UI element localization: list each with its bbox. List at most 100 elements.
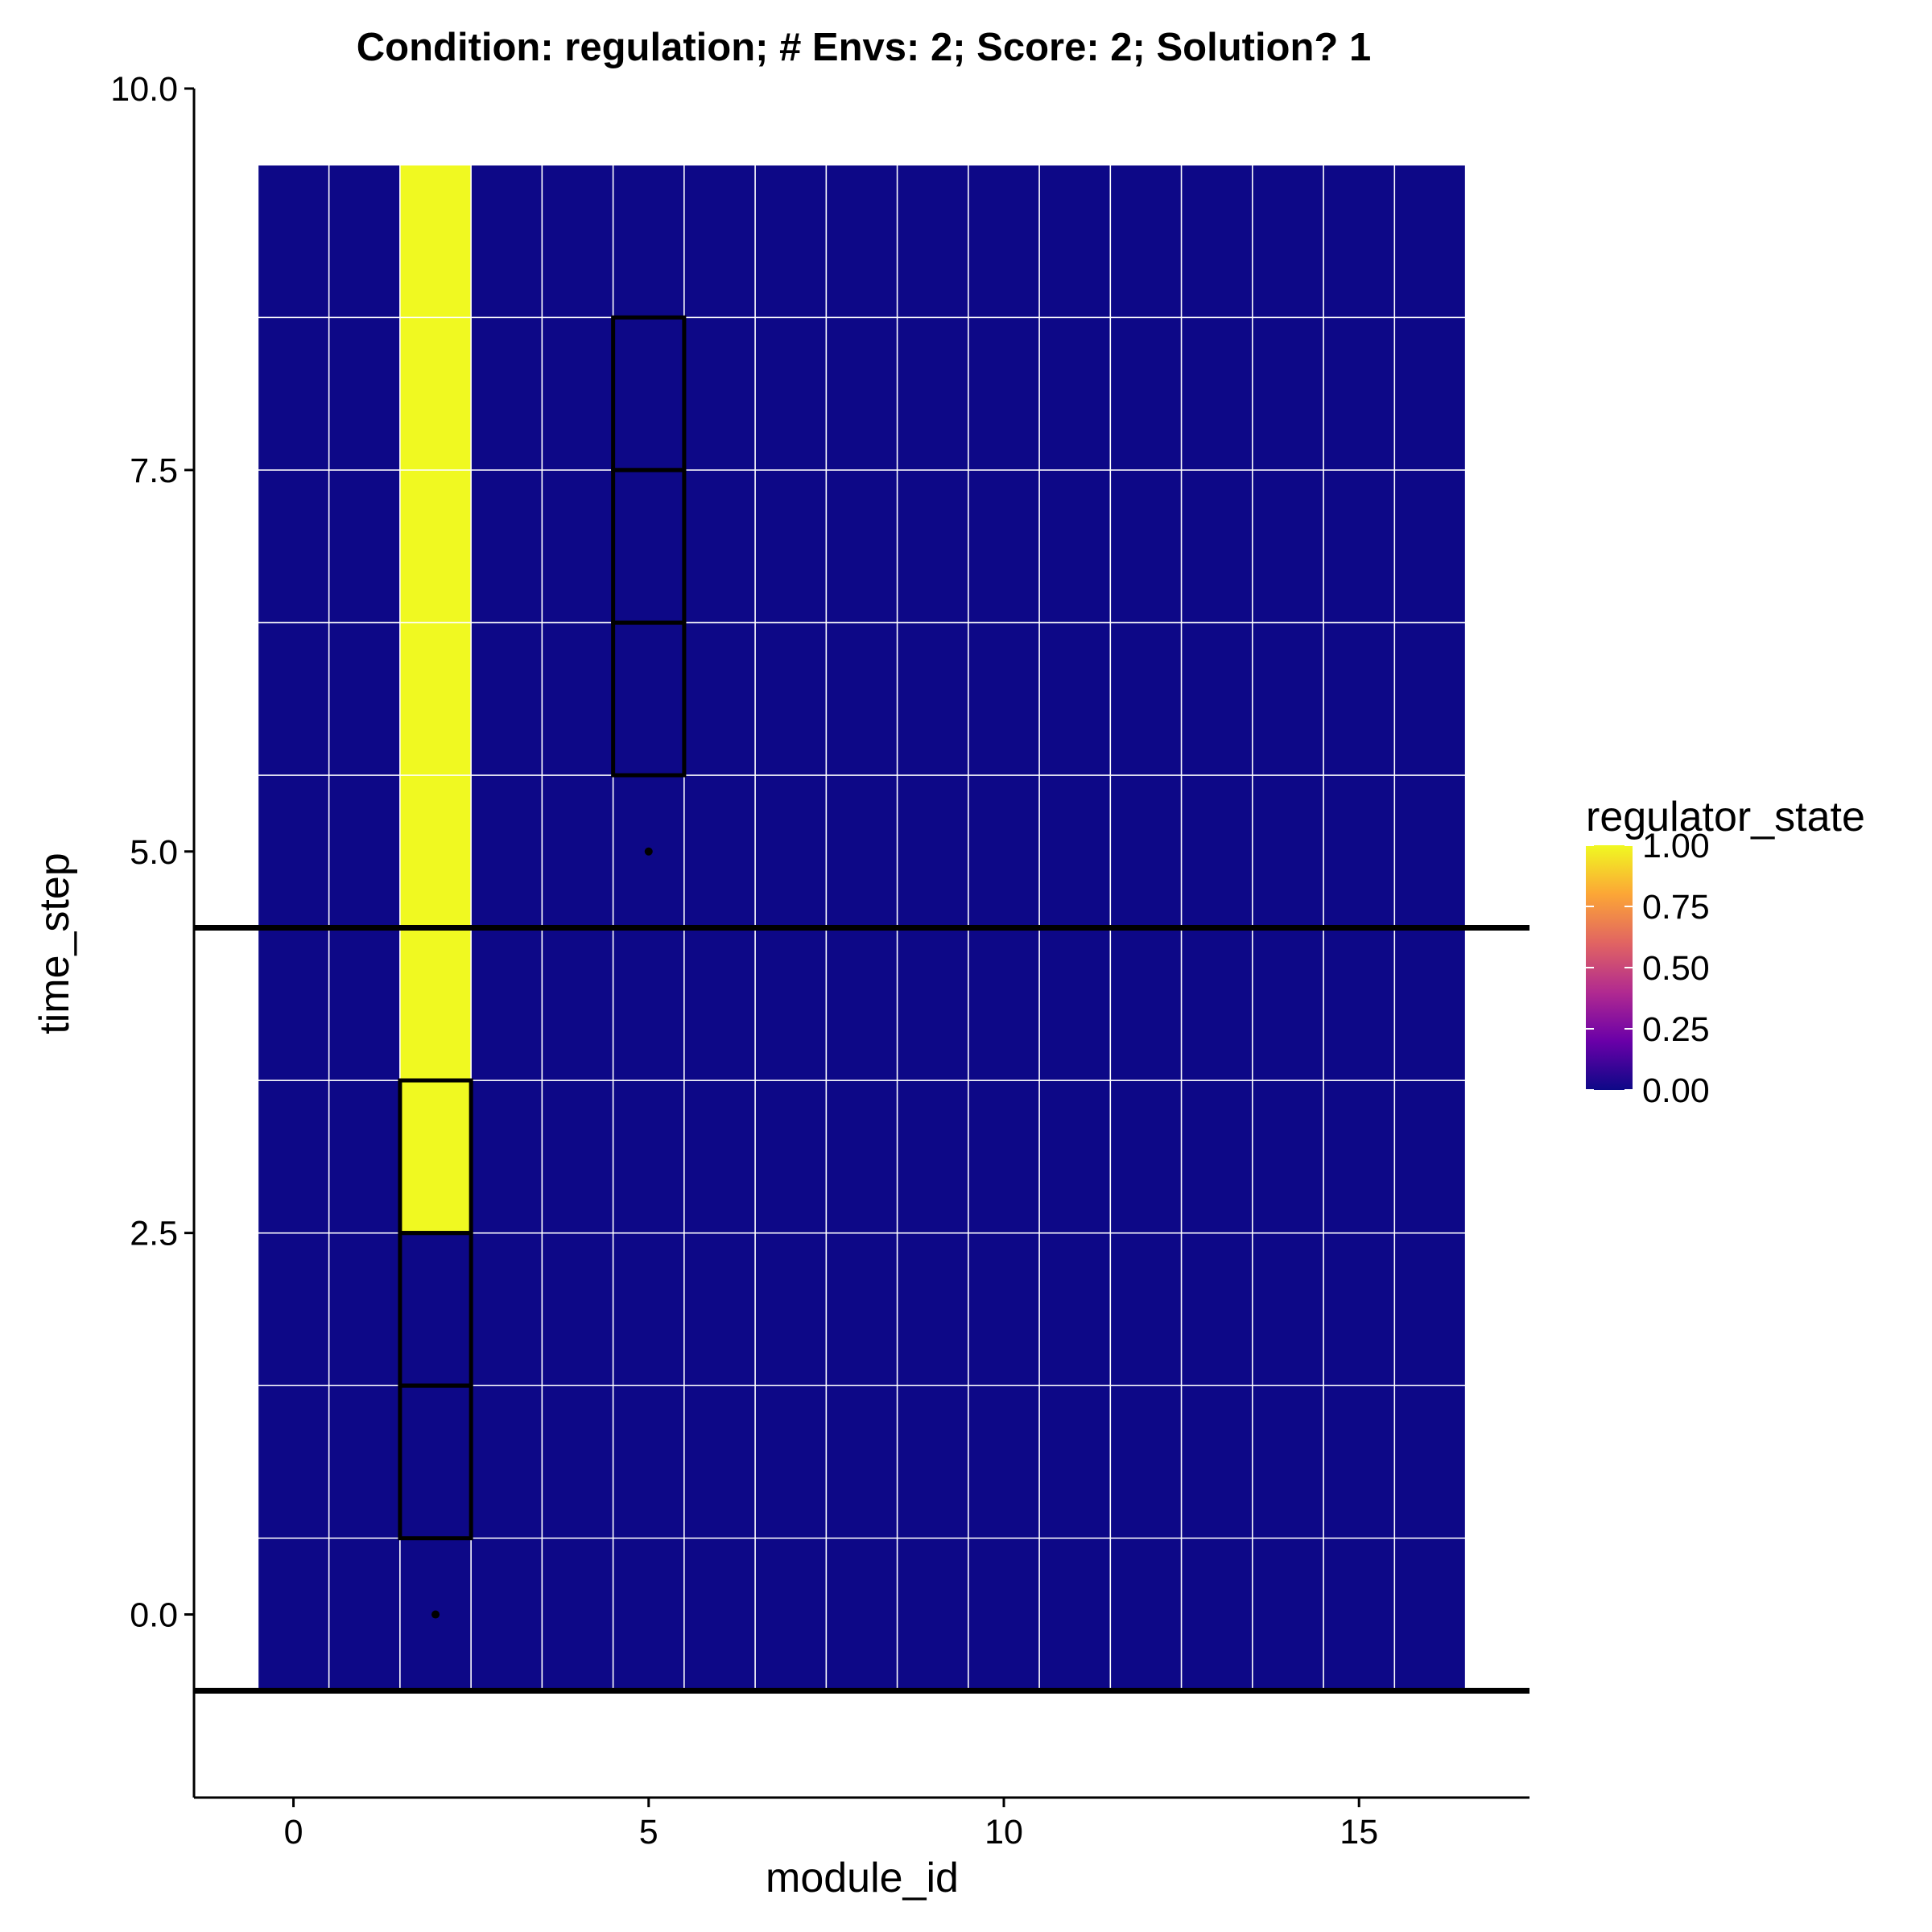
heatmap-cell: [754, 1538, 828, 1692]
heatmap-cell: [968, 1080, 1040, 1234]
heatmap-cell: [1038, 1232, 1112, 1386]
heatmap-cell: [541, 774, 614, 929]
heatmap-cell: [1393, 1385, 1467, 1539]
heatmap-cell: [896, 774, 969, 929]
x-tick-label: 15: [1340, 1813, 1378, 1852]
heatmap-cell: [1252, 316, 1324, 471]
heatmap-cell: [1323, 621, 1396, 776]
heatmap-cell: [1180, 1080, 1253, 1234]
heatmap-cell: [1180, 927, 1253, 1081]
heatmap-cell: [683, 927, 756, 1081]
heatmap-cell: [1393, 469, 1467, 624]
heatmap-cell: [968, 1538, 1040, 1692]
highlighted-cells: [398, 315, 687, 1541]
heatmap-cell: [257, 469, 330, 624]
heatmap-cell: [470, 621, 543, 776]
heatmap-cell: [1323, 1385, 1396, 1539]
heatmap-cell: [328, 927, 401, 1081]
heatmap-cell: [968, 1385, 1040, 1539]
heatmap-cell: [399, 1385, 472, 1539]
heatmap-cell: [612, 1232, 685, 1386]
horizontal-lines: [194, 925, 1530, 1694]
heatmap-cell: [968, 316, 1040, 471]
heatmap-cell: [1038, 621, 1112, 776]
heatmap-cell: [825, 469, 898, 624]
legend-title: regulator_state: [1586, 794, 1865, 840]
heatmap-cell: [825, 316, 898, 471]
heatmap-cell: [1252, 774, 1324, 929]
heatmap-cell: [541, 469, 614, 624]
heatmap-cell: [1109, 316, 1183, 471]
legend-tick-label: 0.75: [1642, 888, 1710, 927]
y-tick-label: 5.0: [130, 833, 178, 872]
heatmap-cell: [1393, 164, 1467, 319]
heatmap-cell: [470, 316, 543, 471]
heatmap-cell: [1180, 1385, 1253, 1539]
heatmap-cell: [541, 1385, 614, 1539]
legend-tick-label: 0.50: [1642, 949, 1710, 988]
heatmap-cell: [1180, 621, 1253, 776]
heatmap-cell: [1109, 469, 1183, 624]
heatmap-cell: [968, 774, 1040, 929]
legend-tick-label: 0.00: [1642, 1071, 1710, 1110]
heatmap-cell: [825, 1538, 898, 1692]
heatmap-cell: [1038, 316, 1112, 471]
heatmap-cell: [754, 621, 828, 776]
heatmap-cell: [1180, 1538, 1253, 1692]
heatmap-cell: [399, 469, 472, 624]
heatmap-cell: [1038, 774, 1112, 929]
heatmap-cell: [399, 316, 472, 471]
heatmap-cell: [1323, 774, 1396, 929]
heatmap-cell: [968, 1232, 1040, 1386]
heatmap-cell: [1252, 164, 1324, 319]
chart-title: Condition: regulation; # Envs: 2; Score:…: [357, 26, 1371, 69]
heatmap-cell: [1393, 774, 1467, 929]
heatmap-cell: [1038, 1385, 1112, 1539]
heatmap-cell: [470, 774, 543, 929]
heatmap-cell: [1393, 927, 1467, 1081]
heatmap-cell: [328, 621, 401, 776]
highlighted-cell: [611, 315, 687, 473]
heatmap-cell: [754, 1080, 828, 1234]
heatmap-cell: [1180, 469, 1253, 624]
heatmap-cell: [1323, 164, 1396, 319]
heatmap-cell: [328, 316, 401, 471]
heatmap-cell: [470, 1538, 543, 1692]
heatmap-cell: [470, 927, 543, 1081]
heatmap-cell: [612, 164, 685, 319]
y-tick-label: 7.5: [130, 452, 178, 490]
heatmap-cell: [1180, 164, 1253, 319]
x-tick-label: 5: [639, 1813, 658, 1852]
heatmap-cell: [1323, 316, 1396, 471]
heatmap-cell: [1038, 1080, 1112, 1234]
y-tick-label: 10.0: [110, 70, 178, 109]
heatmap-cell: [1252, 927, 1324, 1081]
heatmap-cell: [825, 927, 898, 1081]
marker-point: [644, 847, 653, 856]
x-tick-label: 10: [985, 1813, 1023, 1852]
heatmap-cell: [328, 164, 401, 319]
heatmap-cell: [1038, 927, 1112, 1081]
heatmap-cell: [896, 164, 969, 319]
heatmap-cell: [257, 774, 330, 929]
marker-points: [431, 847, 653, 1619]
heatmap-cell: [1393, 1232, 1467, 1386]
x-axis-label: module_id: [766, 1855, 959, 1901]
heatmap-cell: [328, 1232, 401, 1386]
heatmap-cell: [612, 316, 685, 471]
heatmap-cell: [1252, 1385, 1324, 1539]
heatmap-cell: [1109, 164, 1183, 319]
heatmap-cell: [754, 164, 828, 319]
heatmap-cell: [825, 1080, 898, 1234]
heatmap-cell: [1109, 1080, 1183, 1234]
legend-ticks: 1.00 0.75 0.50 0.25 0.00: [1586, 827, 1710, 1110]
heatmap-cell: [1252, 621, 1324, 776]
heatmap-cell: [968, 621, 1040, 776]
heatmap-cell: [541, 1538, 614, 1692]
heatmap-cell: [1109, 927, 1183, 1081]
heatmap-cell: [896, 927, 969, 1081]
heatmap-cell: [257, 164, 330, 319]
heatmap-cell: [612, 1080, 685, 1234]
heatmap-cell: [683, 469, 756, 624]
